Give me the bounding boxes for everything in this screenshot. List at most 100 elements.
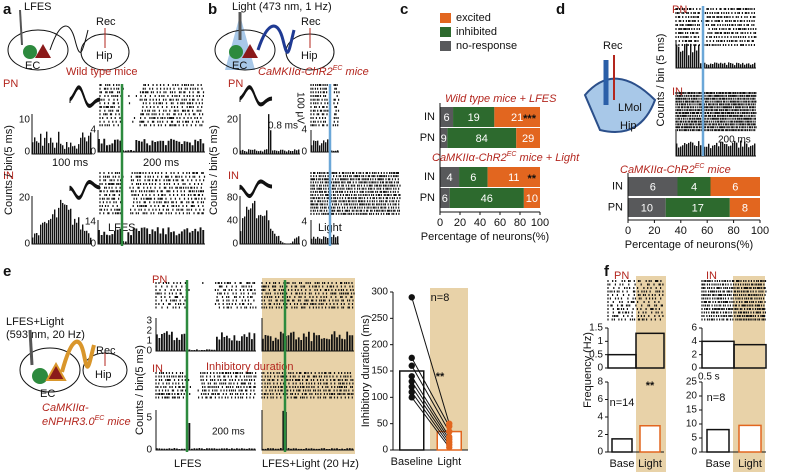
paired-line (411, 376, 450, 438)
value-label: 46 (481, 193, 493, 205)
bar-segment (677, 177, 711, 196)
y-tick-label: 0.5 (589, 349, 603, 360)
x-tick-label: 40 (474, 217, 486, 229)
x-tick-label: 100 (751, 225, 769, 237)
cell-pn (45, 361, 67, 381)
y-tick-label: 20 (686, 391, 698, 402)
bar (738, 424, 762, 453)
rec-label: Rec (96, 345, 116, 357)
bar-segment (628, 177, 678, 196)
hip-label: Hip (96, 50, 113, 62)
y-tick-label: 0 (691, 447, 697, 458)
y-tick-label: 300 (371, 287, 388, 298)
raster (675, 92, 757, 132)
histogram (240, 200, 300, 244)
panel-label: e (3, 263, 11, 280)
point (408, 378, 415, 385)
value-label: 10 (641, 202, 653, 214)
stim-label: Light (473 nm, 1 Hz) (232, 1, 332, 13)
legend-swatch (440, 27, 451, 37)
raster (99, 84, 205, 127)
mouse-sup: EC (333, 65, 344, 72)
paired-line (411, 386, 450, 443)
light-shade (262, 278, 355, 454)
point (446, 428, 453, 435)
mouse-text: CaMKIIα-ChR2 (258, 66, 333, 78)
histogram (98, 138, 205, 152)
group-label: CaMKIIα-ChR2EC mice (620, 163, 731, 176)
y-label: Frequency (Hz) (582, 332, 594, 408)
y-tick-label: 1 (597, 336, 603, 347)
point (408, 383, 415, 390)
significance: *** (523, 113, 537, 125)
x-tick-label: Light (437, 456, 461, 468)
axis (675, 40, 756, 69)
bar-segment (453, 107, 495, 127)
annotation: n=14 (610, 397, 635, 409)
axis (155, 318, 256, 352)
cell-label: IN (706, 270, 717, 282)
x-label: LFES+Light (20 Hz) (262, 458, 359, 470)
y-tick-label: 2 (597, 429, 603, 440)
axis (31, 196, 92, 245)
panel-label: c (400, 1, 408, 18)
mouse-text: mice (342, 66, 368, 78)
ec-ellipse (19, 347, 81, 393)
text-part: mice (704, 164, 730, 176)
axis (97, 220, 205, 245)
tick-label: 3 (146, 316, 152, 327)
legend-label: no-response (456, 40, 517, 52)
scale-label: 200 ms (718, 135, 751, 146)
cell-label: PN (3, 78, 18, 90)
fiber (28, 329, 34, 366)
category-label: IN (612, 180, 623, 192)
rec-label: Rec (96, 16, 116, 28)
electrode (19, 9, 23, 46)
text-sup: EC (695, 163, 706, 170)
waveform (69, 85, 101, 108)
value-label: 10 (526, 193, 538, 205)
rec-label: Rec (603, 40, 623, 52)
tick-label: 4 (301, 217, 307, 228)
cell-label: IN (228, 170, 239, 182)
mouse-label: eNPHR3.0EC mice (42, 415, 131, 428)
y-tick-label: 200 (371, 339, 388, 350)
x-tick-label: 20 (648, 225, 660, 237)
y-tick-label: 150 (371, 366, 388, 377)
point (408, 362, 415, 369)
scale-label: 200 ms (143, 157, 180, 169)
bar (607, 353, 637, 369)
panel-label: f (604, 263, 610, 280)
lmol-label: LMol (618, 102, 642, 114)
annotation: ** (436, 371, 445, 383)
paired-line (411, 357, 450, 427)
category-label: PN (420, 132, 435, 144)
bar (639, 425, 661, 453)
tick-label: 0 (301, 147, 307, 158)
histogram (156, 331, 256, 351)
histogram (262, 331, 354, 351)
ec-ellipse (214, 29, 276, 71)
tick-label: 2 (146, 326, 152, 337)
cell-label: PN (614, 270, 629, 282)
y-tick-label: 5 (691, 433, 697, 444)
point (408, 394, 415, 401)
y-tick-label: 100 (371, 392, 388, 403)
value-label: 9 (441, 133, 447, 145)
scale-label: 100 ms (52, 157, 89, 169)
cell-in (23, 45, 37, 59)
y-tick-label: 0 (597, 447, 603, 458)
legend-swatch (440, 13, 451, 23)
y-tick-label: 0 (691, 363, 697, 374)
text-part: mice + Light (516, 152, 580, 164)
histogram (676, 43, 756, 68)
bar-segment (459, 167, 488, 187)
group-label: Wild type mice + LFES (445, 93, 557, 105)
y-tick-label: 25 (686, 377, 698, 388)
tick-label: 4 (90, 125, 96, 136)
bar-segment (628, 198, 666, 217)
axis (155, 410, 256, 451)
axis (261, 318, 354, 352)
legend-label: inhibited (456, 26, 497, 38)
bar-segment (523, 188, 540, 208)
